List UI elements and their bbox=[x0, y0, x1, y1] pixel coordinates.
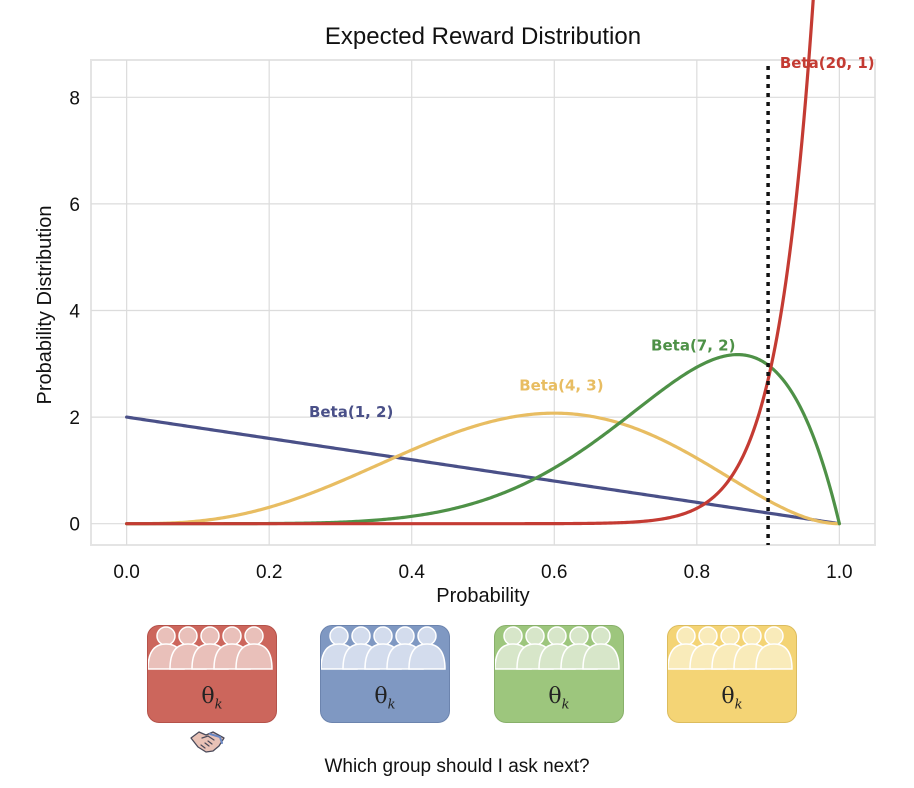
people-group-icon bbox=[668, 626, 793, 670]
x-axis-label: Probability bbox=[436, 585, 529, 607]
theta-symbol: θ bbox=[721, 683, 735, 709]
group-card[interactable]: θk bbox=[320, 625, 450, 723]
group-parameter: θk bbox=[668, 684, 796, 712]
chart-title: Expected Reward Distribution bbox=[325, 23, 641, 50]
y-tick-label: 2 bbox=[69, 408, 80, 429]
group-parameter: θk bbox=[321, 684, 449, 712]
theta-subscript: k bbox=[387, 697, 396, 712]
people-group-icon bbox=[495, 626, 620, 670]
x-tick-label: 0.2 bbox=[256, 562, 282, 583]
group-parameter: θk bbox=[148, 684, 276, 712]
group-parameter: θk bbox=[495, 684, 623, 712]
series-label: Beta(20, 1) bbox=[780, 54, 875, 72]
theta-symbol: θ bbox=[374, 683, 388, 709]
series-label: Beta(1, 2) bbox=[309, 403, 393, 421]
y-axis-label: Probability Distribution bbox=[34, 206, 56, 405]
y-tick-label: 4 bbox=[69, 301, 80, 322]
series-labels: Beta(1, 2) Beta(4, 3) Beta(7, 2) Beta(20, 1… bbox=[309, 54, 875, 421]
people-group-icon bbox=[321, 626, 446, 670]
series-curve bbox=[125, 0, 815, 526]
theta-subscript: k bbox=[214, 697, 223, 712]
group-card[interactable]: θk bbox=[494, 625, 624, 723]
question-text: Which group should I ask next? bbox=[324, 756, 590, 777]
series-curves bbox=[125, 0, 841, 526]
theta-subscript: k bbox=[561, 697, 570, 712]
x-tick-label: 0.4 bbox=[399, 562, 426, 583]
x-tick-label: 0.6 bbox=[541, 562, 567, 583]
y-tick-label: 8 bbox=[69, 88, 80, 109]
theta-symbol: θ bbox=[548, 683, 562, 709]
series-label: Beta(4, 3) bbox=[519, 376, 603, 394]
reward-distribution-chart: 0.0 0.2 0.4 0.6 0.8 1.0 0 2 4 6 8 Beta(1, 2) Beta(4… bbox=[34, 0, 876, 607]
y-tick-label: 0 bbox=[69, 515, 80, 536]
x-tick-label: 0.0 bbox=[113, 562, 139, 583]
x-tick-label: 1.0 bbox=[826, 562, 852, 583]
group-card[interactable]: θk bbox=[147, 625, 277, 723]
group-card[interactable]: θk bbox=[667, 625, 797, 723]
theta-symbol: θ bbox=[201, 683, 215, 709]
people-group-icon bbox=[148, 626, 273, 670]
x-tick-label: 0.8 bbox=[684, 562, 710, 583]
plot-area bbox=[90, 59, 876, 546]
theta-subscript: k bbox=[734, 697, 743, 712]
series-label: Beta(7, 2) bbox=[651, 336, 735, 354]
y-tick-label: 6 bbox=[69, 195, 80, 216]
axis-ticks: 0.0 0.2 0.4 0.6 0.8 1.0 0 2 4 6 8 bbox=[69, 88, 852, 583]
handshake-icon bbox=[190, 731, 225, 753]
series-curve bbox=[125, 415, 841, 526]
series-curve bbox=[125, 411, 841, 526]
